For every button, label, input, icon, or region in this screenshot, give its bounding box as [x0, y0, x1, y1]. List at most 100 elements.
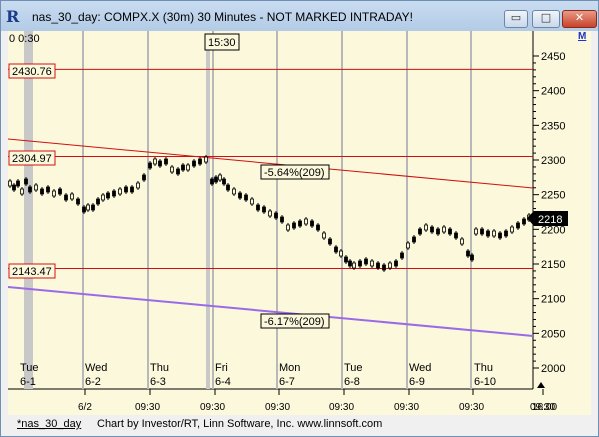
price-bar-51	[286, 224, 290, 231]
time-tick-label-4: 09:30	[329, 402, 354, 413]
price-bar-31	[176, 168, 180, 175]
time-tick-label-0: 6/2	[78, 402, 92, 413]
price-bar-36	[204, 156, 208, 163]
price-tick-label-6: 2150	[541, 259, 565, 271]
day-separator-4	[276, 31, 278, 389]
status-symbol[interactable]: *nas_30_day	[17, 418, 82, 430]
price-bar-26	[148, 162, 152, 169]
price-bar-50	[280, 216, 284, 223]
price-bar-63	[352, 262, 356, 269]
price-bar-27	[153, 158, 157, 165]
price-bar-48	[268, 210, 272, 217]
price-bar-4	[24, 178, 28, 185]
price-bar-89	[504, 230, 508, 237]
day-label-date-4: 6-7	[279, 376, 295, 388]
price-bar-6	[34, 184, 38, 191]
time-tick-label-7: 09:30	[530, 402, 555, 413]
status-bar: *nas_30_day Chart by Investor/RT, Linn S…	[8, 415, 593, 433]
price-bar-21	[118, 188, 122, 195]
day-label-dow-3: Fri	[215, 362, 228, 374]
time-tick-label-5: 09:30	[394, 402, 419, 413]
price-bar-65	[364, 258, 368, 265]
time-tick-label-6: 09:30	[459, 402, 484, 413]
price-tick-label-5: 2200	[541, 224, 565, 236]
level-label-box-3	[8, 263, 56, 279]
title-bar[interactable]: R nas_30_day: COMPX.X (30m) 30 Minutes -…	[1, 1, 598, 31]
level-label-2: 2304.97	[12, 153, 52, 165]
day-label-dow-0: Tue	[20, 362, 39, 374]
cursor-time-box	[204, 33, 240, 51]
time-tick-label-1: 09:30	[135, 402, 160, 413]
price-bar-10	[58, 188, 62, 195]
lower-trend-line	[7, 286, 534, 337]
price-bar-71	[400, 252, 404, 259]
percent-label-1: -5.64%(209)	[264, 167, 325, 179]
day-label-dow-1: Wed	[85, 362, 107, 374]
price-bar-28	[158, 160, 162, 167]
maximize-button[interactable]: □	[532, 10, 560, 28]
window-title: nas_30_day: COMPX.X (30m) 30 Minutes - N…	[32, 10, 414, 24]
close-button[interactable]: ✕	[562, 10, 597, 28]
price-tick-label-2: 2350	[541, 120, 565, 132]
price-bar-34	[192, 160, 196, 167]
percent-label-2: -6.17%(209)	[264, 316, 325, 328]
cursor-line	[206, 45, 210, 389]
price-bar-80	[454, 232, 458, 239]
price-bar-57	[322, 232, 326, 239]
end-marker-icon	[537, 382, 545, 388]
price-bar-2	[16, 180, 20, 187]
price-bar-72	[406, 242, 410, 249]
level-label-3: 2143.47	[12, 266, 52, 278]
current-price-tag	[527, 211, 568, 226]
price-bar-76	[430, 226, 434, 233]
minimize-button[interactable]: ▭	[504, 10, 528, 28]
price-bar-78	[442, 226, 446, 233]
price-bar-56	[316, 224, 320, 231]
price-bar-22	[124, 186, 128, 193]
price-bar-16	[91, 204, 95, 211]
price-bar-87	[492, 230, 496, 237]
day-separator-2	[147, 31, 149, 389]
price-bar-88	[498, 232, 502, 239]
price-bar-3	[20, 188, 24, 195]
price-bar-70	[394, 260, 398, 267]
time-tick-label-3: 09:30	[265, 402, 290, 413]
m-badge-icon[interactable]: M	[578, 31, 587, 42]
price-bar-29	[164, 158, 168, 165]
price-axis-panel[interactable]	[533, 31, 591, 389]
price-bar-37	[210, 178, 214, 185]
price-bar-58	[328, 238, 332, 245]
percent-label-box-2	[260, 313, 330, 329]
time-axis-ticks: 6/2 09:30 09:30 09:30 09:30 09:30 09:30 09:3016…	[78, 389, 557, 413]
price-bar-13	[76, 198, 80, 205]
price-bar-33	[186, 164, 190, 171]
chart-area[interactable]: 2450 2400 2350 2300 2250 2200 2150 2100 2050 2000…	[7, 31, 591, 418]
current-price-label: 2218	[538, 214, 562, 226]
level-label-box-1	[8, 63, 56, 79]
price-tick-label-4: 2250	[541, 190, 565, 202]
price-bar-39	[218, 174, 222, 181]
price-chart[interactable]: 2450 2400 2350 2300 2250 2200 2150 2100 2050 2000…	[7, 31, 591, 415]
price-bar-7	[40, 188, 44, 195]
price-bar-77	[436, 228, 440, 235]
price-bar-43	[238, 192, 242, 199]
price-bar-5	[28, 186, 32, 193]
price-bar-69	[388, 262, 392, 269]
day-label-date-2: 6-3	[150, 376, 166, 388]
app-icon[interactable]: R	[6, 7, 20, 26]
time-axis-panel[interactable]	[8, 389, 591, 415]
day-label-dow-4: Mon	[279, 362, 300, 374]
price-tick-label-3: 2300	[541, 155, 565, 167]
price-bar-91	[516, 222, 520, 229]
price-axis-ticks: 2450 2400 2350 2300 2250 2200 2150 2100 2050 2000	[533, 51, 565, 375]
price-bar-85	[480, 228, 484, 235]
time-tick-label-2: 09:30	[200, 402, 225, 413]
day-label-date-6: 6-9	[409, 376, 425, 388]
price-bar-74	[418, 228, 422, 235]
price-bar-1	[12, 184, 16, 191]
price-bar-11	[64, 194, 68, 201]
day-label-dow-7: Thu	[474, 362, 493, 374]
price-bar-90	[510, 226, 514, 233]
price-bar-9	[52, 190, 56, 197]
